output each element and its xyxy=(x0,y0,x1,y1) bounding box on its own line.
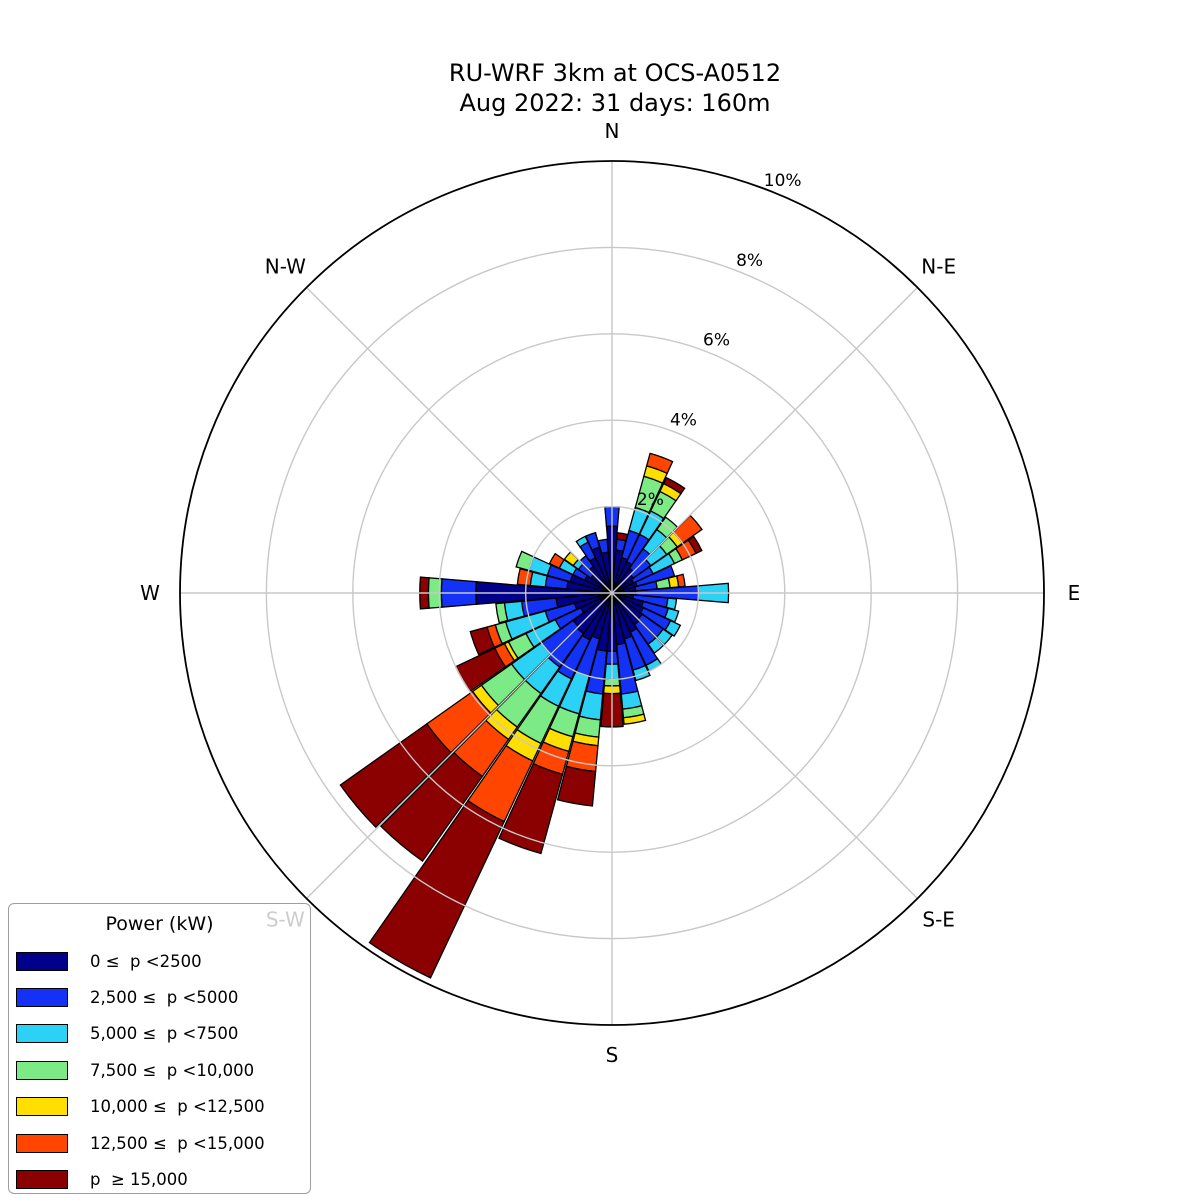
legend-item-6: p ≥ 15,000 xyxy=(9,1161,310,1197)
legend-swatch-icon xyxy=(16,1060,68,1080)
petal-segment-dir30-bin6 xyxy=(662,476,686,495)
legend-swatch-icon xyxy=(16,988,68,1008)
petal-segment-dir260-bin3 xyxy=(495,602,509,624)
petals-group xyxy=(339,452,730,979)
petal-segment-dir10-bin6 xyxy=(616,532,629,542)
spoke-line xyxy=(306,592,613,899)
legend-item-label: 0 ≤ p <2500 xyxy=(90,951,202,971)
legend: Power (kW) 0 ≤ p <2500 2,500 ≤ p <5000 5,0… xyxy=(8,903,311,1194)
legend-item-label: 12,500 ≤ p <15,000 xyxy=(90,1133,265,1153)
legend-title: Power (kW) xyxy=(105,913,214,935)
spoke-line xyxy=(611,592,918,899)
legend-item-label: 7,500 ≤ p <10,000 xyxy=(90,1060,255,1080)
legend-swatch-icon xyxy=(16,1133,68,1153)
petal-segment-dir120-bin2 xyxy=(664,619,682,637)
petal-segment-dir230-bin6 xyxy=(339,722,452,829)
legend-item-label: 5,000 ≤ p <7500 xyxy=(90,1024,239,1044)
legend-item-2: 5,000 ≤ p <7500 xyxy=(9,1016,310,1052)
radial-tick-label-6%: 6% xyxy=(703,331,730,351)
compass-label-s-e: S-E xyxy=(922,908,955,932)
legend-swatch-icon xyxy=(16,1097,68,1117)
compass-label-e: E xyxy=(1068,581,1081,605)
legend-item-label: p ≥ 15,000 xyxy=(90,1170,188,1190)
spoke-line xyxy=(306,287,613,594)
compass-label-n: N xyxy=(605,119,620,143)
grid-circle-2pct xyxy=(524,505,700,681)
chart-subtitle: Aug 2022: 31 days: 160m xyxy=(459,89,770,117)
petal-segment-dir170-bin4 xyxy=(622,713,647,725)
legend-swatch-icon xyxy=(16,1170,68,1190)
petal-segment-dir340-bin1 xyxy=(584,531,601,551)
legend-swatch-icon xyxy=(16,951,68,971)
radial-tick-label-2%: 2% xyxy=(637,490,664,510)
petal-segment-dir190-bin6 xyxy=(556,765,597,807)
petal-segment-dir220-bin6 xyxy=(379,751,484,863)
compass-label-n-w: N-W xyxy=(265,254,306,278)
grid-circle-8pct xyxy=(265,246,959,940)
legend-item-label: 2,500 ≤ p <5000 xyxy=(90,988,239,1008)
radial-tick-label-8%: 8% xyxy=(736,251,763,271)
outer-ring xyxy=(179,160,1045,1026)
spoke-line xyxy=(611,287,918,594)
petal-segment-dir160-bin2 xyxy=(632,664,651,682)
petal-segment-dir300-bin5 xyxy=(548,552,565,569)
petal-segment-dir60-bin6 xyxy=(687,535,703,555)
legend-items: 0 ≤ p <2500 2,500 ≤ p <5000 5,000 ≤ p <750… xyxy=(9,943,310,1198)
compass-label-n-e: N-E xyxy=(921,254,956,278)
chart-title: RU-WRF 3km at OCS-A0512 xyxy=(449,59,781,87)
petal-segment-dir350-bin1 xyxy=(597,538,609,555)
legend-item-5: 12,500 ≤ p <15,000 xyxy=(9,1125,310,1161)
grid-circle-4pct xyxy=(438,419,786,767)
petal-segment-dir280-bin5 xyxy=(516,568,534,587)
legend-item-1: 2,500 ≤ p <5000 xyxy=(9,979,310,1015)
legend-item-label: 10,000 ≤ p <12,500 xyxy=(90,1097,265,1117)
petal-segment-dir200-bin6 xyxy=(498,762,564,855)
petal-segment-dir20-bin5 xyxy=(645,452,674,475)
legend-item-3: 7,500 ≤ p <10,000 xyxy=(9,1052,310,1088)
radial-tick-label-10%: 10% xyxy=(764,171,802,191)
compass-label-w: W xyxy=(140,581,160,605)
petal-segment-dir210-bin6 xyxy=(368,799,506,979)
legend-swatch-icon xyxy=(16,1024,68,1044)
grid-circle-6pct xyxy=(352,333,872,853)
radial-tick-label-4%: 4% xyxy=(670,410,697,430)
petal-segment-dir250-bin6 xyxy=(469,626,496,656)
polar-grid xyxy=(179,160,1045,1026)
legend-item-4: 10,000 ≤ p <12,500 xyxy=(9,1089,310,1125)
petal-segment-dir80-bin5 xyxy=(675,573,686,588)
legend-item-0: 0 ≤ p <2500 xyxy=(9,943,310,979)
compass-label-s: S xyxy=(606,1043,619,1067)
